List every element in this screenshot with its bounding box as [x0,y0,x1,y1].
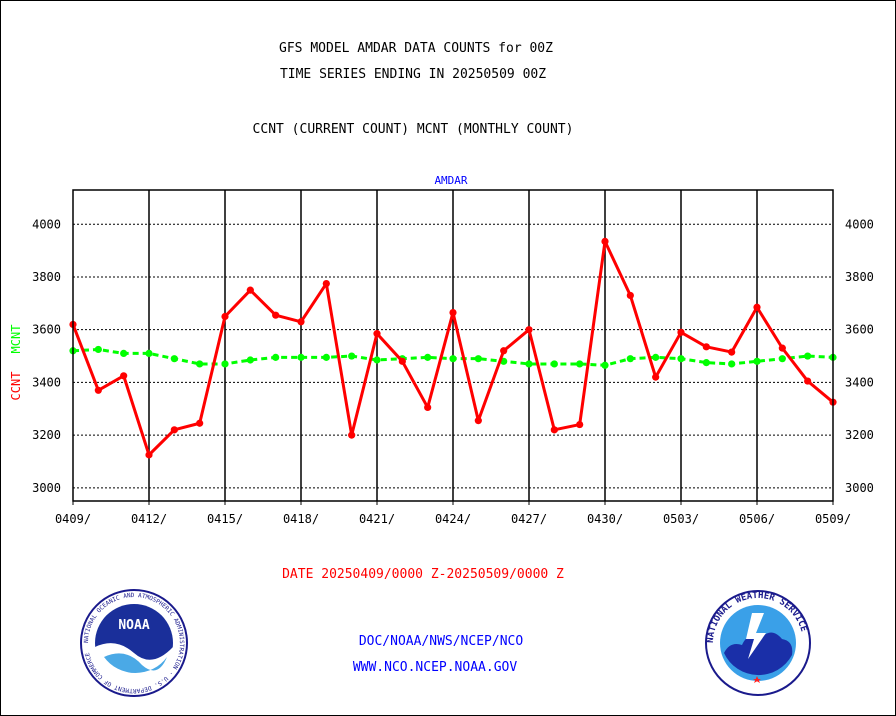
y-tick-label-left: 3000 [32,481,61,495]
mcnt-point [677,355,685,363]
ccnt-point [449,308,457,317]
y-tick-label-left: 3200 [32,428,61,442]
mcnt-point [170,355,178,363]
mcnt-point [297,353,305,361]
mcnt-point [322,353,330,361]
ccnt-point [753,303,761,311]
ccnt-point [778,344,786,352]
mcnt-point [601,361,609,369]
ccnt-point [525,326,533,334]
mcnt-point [348,352,356,360]
ccnt-point [322,279,330,288]
mcnt-point [550,360,558,368]
x-tick-label: 0503/ [663,512,699,526]
ccnt-point [94,386,102,394]
chart-title: GFS MODEL AMDAR DATA COUNTS for 00Z [279,41,553,56]
ccnt-point [373,330,381,338]
y-tick-label-left: 3600 [32,323,61,337]
chart-title-line2: TIME SERIES ENDING IN 20250509 00Z [280,67,546,82]
mcnt-point [576,360,584,368]
x-tick-label: 0409/ [55,512,91,526]
mcnt-point [145,349,153,358]
mcnt-point [702,359,710,367]
ccnt-point [120,372,128,380]
x-ticks: 0409/0412/0415/0418/0421/0424/0427/0430/… [55,501,851,526]
x-tick-label: 0418/ [283,512,319,526]
y-axis-label: CCNT MCNT [9,325,23,401]
x-tick-label: 0427/ [511,512,547,526]
mcnt-point [652,353,660,361]
mcnt-point [525,360,533,368]
mcnt-point [626,355,634,363]
ccnt-point [398,357,406,365]
ccnt-point [474,417,482,425]
url-label: WWW.NCO.NCEP.NOAA.GOV [353,660,518,675]
y-tick-label-right: 3600 [845,323,874,337]
plot-border [72,189,834,502]
y-tick-label-left: 3800 [32,270,61,284]
mcnt-point [373,356,381,364]
series-ccnt [69,237,837,459]
ccnt-point [196,419,204,427]
mcnt-point [196,360,204,368]
mcnt-point [120,349,128,358]
panel-label: AMDAR [434,174,467,187]
mcnt-point [272,353,280,361]
ccnt-point [424,403,432,412]
grid [73,190,833,501]
x-tick-label: 0509/ [815,512,851,526]
mcnt-point [474,355,482,363]
x-tick-label: 0424/ [435,512,471,526]
ccnt-point [170,426,178,434]
ccnt-point [145,451,153,459]
noaa-logo: NOAA NATIONAL OCEANIC AND ATMOSPHERIC AD… [80,589,188,697]
ccnt-point [246,286,254,294]
ccnt-point [728,348,736,356]
mcnt-point [804,352,812,360]
date-range-label: DATE 20250409/0000 Z-20250509/0000 Z [282,567,564,582]
noaa-logo-text: NOAA [118,618,149,633]
nws-logo: NATIONAL WEATHER SERVICE [705,590,811,696]
mcnt-point [778,355,786,363]
ccnt-point [221,312,229,321]
ccnt-point [601,237,609,245]
y-tick-label-right: 3400 [845,375,874,389]
y-axis-label-mcnt: MCNT [9,325,23,354]
y-tick-label-left: 4000 [32,217,61,231]
y-tick-label-right: 3800 [845,270,874,284]
mcnt-point [94,345,102,354]
ccnt-point [576,420,584,429]
ccnt-point [804,377,812,385]
y-tick-label-right: 4000 [845,217,874,231]
ccnt-point [348,431,356,439]
x-tick-label: 0421/ [359,512,395,526]
mcnt-point [246,356,254,364]
ccnt-point [677,328,685,336]
org-label: DOC/NOAA/NWS/NCEP/NCO [359,634,524,649]
y-ticks-left: 3000 3200 3400 3600 3800 4000 [32,217,61,495]
mcnt-point [424,353,432,361]
ccnt-point [500,347,508,355]
mcnt-point [449,355,457,363]
y-tick-label-right: 3000 [845,481,874,495]
y-tick-label-right: 3200 [845,428,874,442]
mcnt-point [753,357,761,365]
ccnt-point [272,311,280,319]
ccnt-point [297,318,305,326]
ccnt-point [550,426,558,434]
x-tick-label: 0415/ [207,512,243,526]
ccnt-point [702,343,710,351]
mcnt-point [728,360,736,368]
chart-subtitle: CCNT (CURRENT COUNT) MCNT (MONTHLY COUNT… [253,122,574,137]
mcnt-point [221,360,229,368]
y-axis-label-ccnt: CCNT [9,372,23,401]
x-tick-label: 0506/ [739,512,775,526]
ccnt-point [626,291,634,300]
x-tick-label: 0430/ [587,512,623,526]
ccnt-point [652,373,660,381]
y-tick-label-left: 3400 [32,375,61,389]
x-tick-label: 0412/ [131,512,167,526]
y-ticks-right: 3000 3200 3400 3600 3800 4000 [845,217,874,495]
